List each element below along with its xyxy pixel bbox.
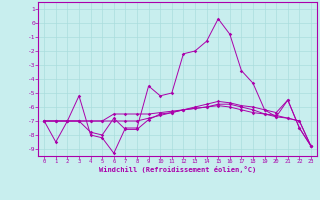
X-axis label: Windchill (Refroidissement éolien,°C): Windchill (Refroidissement éolien,°C): [99, 166, 256, 173]
